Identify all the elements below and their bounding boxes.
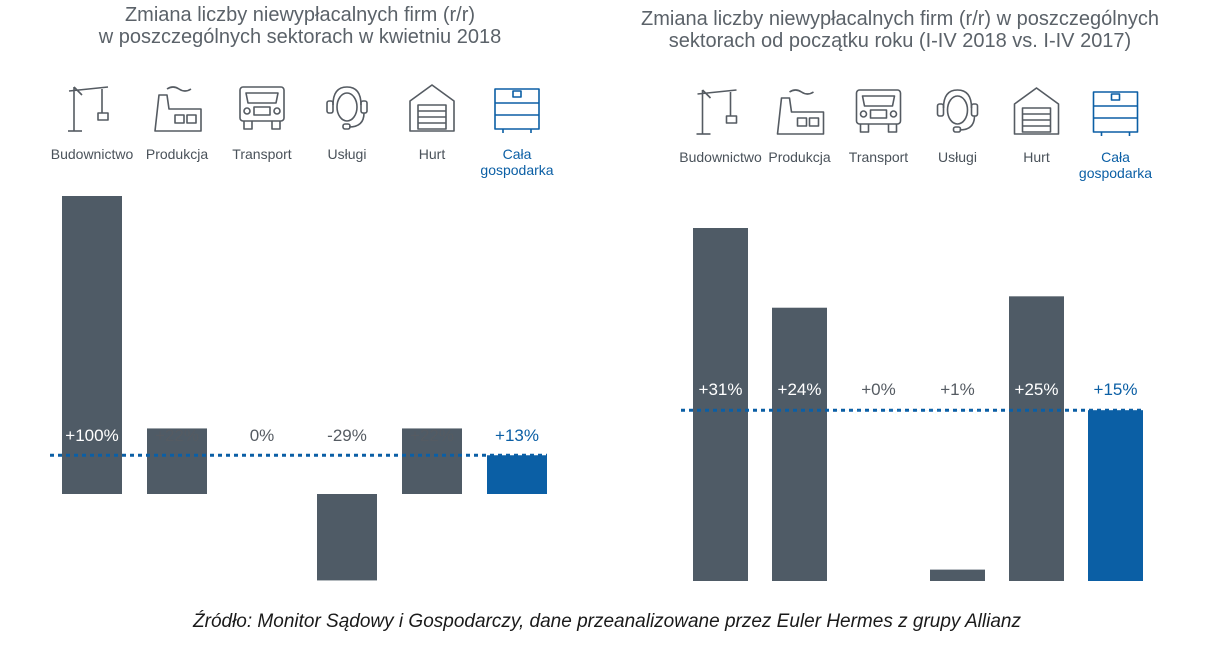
value-label-april-5: +13% bbox=[495, 426, 539, 445]
value-label-ytd-5: +15% bbox=[1094, 380, 1138, 399]
value-label-april-4: +22% bbox=[410, 426, 454, 445]
category-label-april-5: Cała gospodarka bbox=[480, 146, 554, 178]
category-label-april-4: Hurt bbox=[418, 146, 446, 162]
truck-icon bbox=[855, 89, 902, 133]
right-title-line1: Zmiana liczby niewypłacalnych firm (r/r)… bbox=[641, 8, 1159, 30]
source-note: Źródło: Monitor Sądowy i Gospodarczy, da… bbox=[193, 611, 1021, 632]
value-label-ytd-0: +31% bbox=[699, 380, 743, 399]
warehouse-icon bbox=[409, 84, 455, 132]
category-label-april-1: Produkcja bbox=[145, 146, 209, 162]
warehouse-icon bbox=[1013, 87, 1060, 135]
value-label-april-1: +22% bbox=[155, 426, 199, 445]
bar-april-0 bbox=[62, 196, 122, 494]
bar-april-5 bbox=[487, 455, 547, 494]
headset-icon bbox=[326, 86, 368, 130]
value-label-april-0: +100% bbox=[65, 426, 118, 445]
category-label-april-0: Budownictwo bbox=[50, 146, 134, 162]
bar-april-1 bbox=[147, 428, 207, 494]
bar-ytd-4 bbox=[1009, 296, 1064, 581]
bar-ytd-0 bbox=[693, 228, 748, 581]
category-label-ytd-0: Budownictwo bbox=[679, 149, 762, 165]
category-label-ytd-5: Cała gospodarka bbox=[1078, 149, 1153, 181]
value-label-ytd-1: +24% bbox=[778, 380, 822, 399]
factory-icon bbox=[776, 89, 825, 135]
right-title-line2: sektorach od początku roku (I-IV 2018 vs… bbox=[668, 30, 1132, 52]
bar-ytd-3 bbox=[930, 569, 985, 581]
category-label-april-2: Transport bbox=[232, 146, 292, 162]
left-chart-title: Zmiana liczby niewypłacalnych firm (r/r)… bbox=[20, 4, 580, 48]
category-label-ytd-4: Hurt bbox=[1023, 149, 1050, 165]
economy-icon bbox=[494, 88, 540, 133]
left-title-line2: w poszczególnych sektorach w kwietniu 20… bbox=[98, 26, 502, 48]
value-label-april-2: 0% bbox=[250, 426, 275, 445]
value-label-ytd-4: +25% bbox=[1015, 380, 1059, 399]
category-label-ytd-1: Produkcja bbox=[768, 149, 831, 165]
economy-icon bbox=[1092, 91, 1139, 136]
truck-icon bbox=[239, 86, 285, 130]
category-label-ytd-3: Usługi bbox=[938, 149, 977, 165]
bar-april-3 bbox=[317, 494, 377, 581]
bar-ytd-1 bbox=[772, 307, 827, 581]
category-label-april-3: Usługi bbox=[327, 146, 367, 162]
bar-ytd-5 bbox=[1088, 410, 1143, 581]
left-title-line1: Zmiana liczby niewypłacalnych firm (r/r) bbox=[124, 4, 476, 26]
value-label-ytd-2: +0% bbox=[861, 380, 896, 399]
value-label-ytd-3: +1% bbox=[940, 380, 975, 399]
value-label-april-3: -29% bbox=[327, 426, 367, 445]
crane-icon bbox=[696, 89, 738, 135]
right-chart-title: Zmiana liczby niewypłacalnych firm (r/r)… bbox=[600, 8, 1200, 52]
factory-icon bbox=[154, 86, 202, 132]
crane-icon bbox=[68, 86, 109, 132]
headset-icon bbox=[936, 89, 979, 133]
bar-april-4 bbox=[402, 428, 462, 494]
category-label-ytd-2: Transport bbox=[848, 149, 909, 165]
